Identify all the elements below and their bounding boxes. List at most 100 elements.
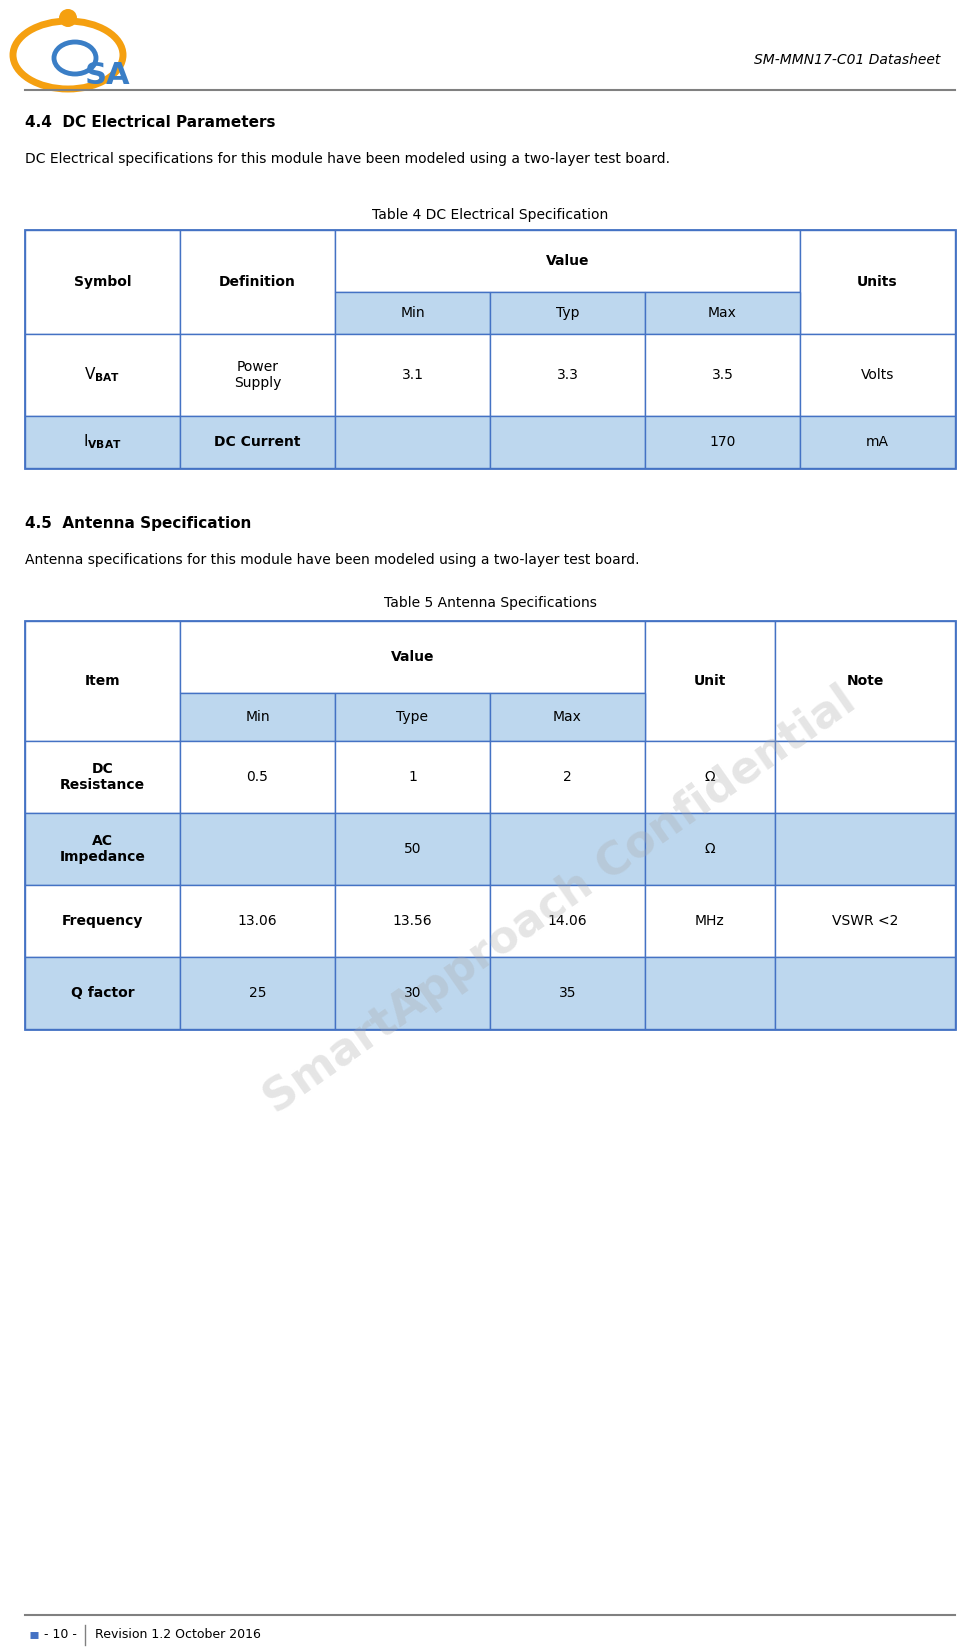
Bar xyxy=(334,741,490,814)
Text: 3.3: 3.3 xyxy=(556,367,578,382)
Text: Min: Min xyxy=(244,710,270,725)
Bar xyxy=(645,884,775,957)
Text: - 10 -: - 10 - xyxy=(43,1629,76,1642)
Bar xyxy=(180,741,334,814)
Text: 13.56: 13.56 xyxy=(392,914,432,927)
Circle shape xyxy=(59,8,77,26)
Bar xyxy=(334,957,490,1029)
Text: Note: Note xyxy=(845,674,883,688)
Text: Ω: Ω xyxy=(704,771,715,784)
Bar xyxy=(645,957,775,1029)
Bar xyxy=(334,231,799,292)
Bar xyxy=(334,693,490,741)
Bar xyxy=(490,334,645,417)
Bar xyxy=(334,884,490,957)
Text: 3.5: 3.5 xyxy=(711,367,733,382)
Text: Item: Item xyxy=(85,674,120,688)
Bar xyxy=(799,417,954,468)
Text: 35: 35 xyxy=(558,987,576,1000)
Text: SM-MMN17-C01 Datasheet: SM-MMN17-C01 Datasheet xyxy=(753,53,939,68)
Bar xyxy=(645,741,775,814)
Bar xyxy=(490,814,645,884)
Text: I$_{\mathbf{VBAT}}$: I$_{\mathbf{VBAT}}$ xyxy=(83,433,121,451)
Text: 4.5  Antenna Specification: 4.5 Antenna Specification xyxy=(25,516,251,530)
Text: 14.06: 14.06 xyxy=(547,914,587,927)
Text: 1: 1 xyxy=(408,771,417,784)
Text: Antenna specifications for this module have been modeled using a two-layer test : Antenna specifications for this module h… xyxy=(25,553,639,567)
Bar xyxy=(775,884,954,957)
Text: V$_{\mathbf{BAT}}$: V$_{\mathbf{BAT}}$ xyxy=(84,366,120,384)
Text: SmartApproach Confidential: SmartApproach Confidential xyxy=(256,679,863,1122)
Text: 3.1: 3.1 xyxy=(401,367,423,382)
Text: 30: 30 xyxy=(403,987,421,1000)
Bar xyxy=(490,693,645,741)
Text: Frequency: Frequency xyxy=(62,914,143,927)
Text: Type: Type xyxy=(396,710,428,725)
Bar xyxy=(645,417,799,468)
Bar xyxy=(334,334,490,417)
Bar xyxy=(25,814,180,884)
Text: Min: Min xyxy=(400,306,424,320)
Text: DC Electrical specifications for this module have been modeled using a two-layer: DC Electrical specifications for this mo… xyxy=(25,152,669,166)
Bar xyxy=(775,814,954,884)
Text: Value: Value xyxy=(545,254,589,268)
Bar xyxy=(25,741,180,814)
Text: Revision 1.2 October 2016: Revision 1.2 October 2016 xyxy=(95,1629,260,1642)
Bar xyxy=(334,292,490,334)
Bar xyxy=(180,334,334,417)
Bar xyxy=(490,741,645,814)
Text: Table 5 Antenna Specifications: Table 5 Antenna Specifications xyxy=(383,596,596,609)
Text: Definition: Definition xyxy=(219,275,295,288)
Text: 4.4  DC Electrical Parameters: 4.4 DC Electrical Parameters xyxy=(25,115,275,130)
Bar xyxy=(799,334,954,417)
Bar xyxy=(25,621,180,741)
Text: Max: Max xyxy=(553,710,581,725)
Text: Table 4 DC Electrical Specification: Table 4 DC Electrical Specification xyxy=(372,208,607,222)
Bar xyxy=(25,621,954,1029)
Text: Power
Supply: Power Supply xyxy=(234,361,281,390)
Text: 0.5: 0.5 xyxy=(246,771,268,784)
Bar xyxy=(180,814,334,884)
Text: SA: SA xyxy=(85,61,130,89)
Bar xyxy=(25,231,954,468)
Bar xyxy=(25,334,180,417)
Bar xyxy=(490,292,645,334)
Bar xyxy=(645,621,775,741)
Bar xyxy=(799,231,954,334)
Bar xyxy=(645,292,799,334)
Bar xyxy=(645,814,775,884)
Bar xyxy=(645,334,799,417)
Bar xyxy=(25,417,180,468)
Text: AC
Impedance: AC Impedance xyxy=(60,833,146,865)
Text: mA: mA xyxy=(866,435,888,450)
Bar xyxy=(490,957,645,1029)
Bar xyxy=(180,417,334,468)
Bar xyxy=(334,417,490,468)
Bar xyxy=(180,231,334,334)
Text: Symbol: Symbol xyxy=(73,275,131,288)
Text: Max: Max xyxy=(707,306,736,320)
Bar xyxy=(180,884,334,957)
Text: Value: Value xyxy=(390,651,434,664)
Text: 50: 50 xyxy=(403,842,421,856)
Text: Q factor: Q factor xyxy=(70,987,134,1000)
Text: Typ: Typ xyxy=(556,306,579,320)
Bar xyxy=(334,814,490,884)
Bar xyxy=(490,417,645,468)
Text: DC Current: DC Current xyxy=(214,435,300,450)
Text: 25: 25 xyxy=(248,987,266,1000)
Text: Ω: Ω xyxy=(704,842,715,856)
Text: MHz: MHz xyxy=(694,914,724,927)
Bar xyxy=(775,621,954,741)
Bar xyxy=(490,884,645,957)
Bar xyxy=(180,621,645,693)
Text: DC
Resistance: DC Resistance xyxy=(60,763,145,792)
Text: 13.06: 13.06 xyxy=(238,914,277,927)
Text: 2: 2 xyxy=(562,771,571,784)
Bar xyxy=(25,231,180,334)
Text: VSWR <2: VSWR <2 xyxy=(831,914,897,927)
Text: Unit: Unit xyxy=(693,674,726,688)
Text: Volts: Volts xyxy=(860,367,893,382)
Bar xyxy=(775,741,954,814)
Bar xyxy=(25,957,180,1029)
